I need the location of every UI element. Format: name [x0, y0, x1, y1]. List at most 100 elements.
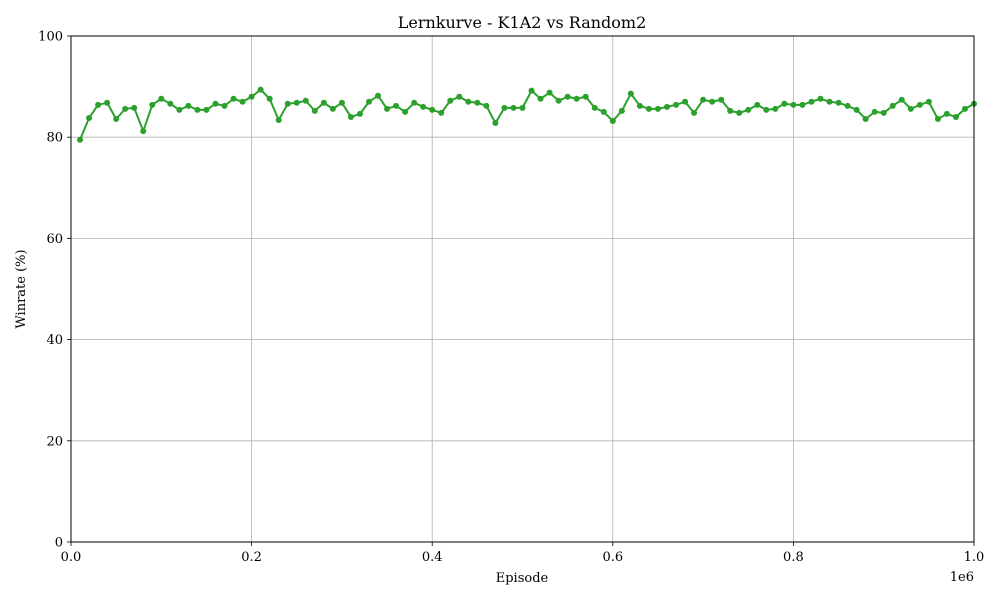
data-point — [546, 89, 553, 96]
data-point — [149, 101, 156, 108]
data-point — [185, 102, 192, 109]
data-point — [700, 96, 707, 103]
data-point — [799, 101, 806, 108]
data-point — [239, 98, 246, 105]
y-tick-label: 100 — [38, 30, 63, 45]
data-point — [709, 98, 716, 105]
data-point — [212, 100, 219, 107]
data-point — [654, 105, 661, 112]
data-point — [691, 109, 698, 116]
data-point — [817, 95, 824, 102]
data-point — [501, 104, 508, 111]
data-point — [311, 107, 318, 114]
data-point — [519, 104, 526, 111]
y-tick-label: 80 — [46, 131, 63, 146]
x-axis-label: Episode — [496, 571, 549, 586]
data-point — [943, 110, 950, 117]
data-point — [934, 115, 941, 122]
data-point — [113, 115, 120, 122]
data-point — [95, 101, 102, 108]
data-point — [167, 100, 174, 107]
data-point — [844, 102, 851, 109]
chart-title: Lernkurve - K1A2 vs Random2 — [398, 13, 647, 32]
data-point — [203, 106, 210, 113]
x-tick-label: 0.8 — [783, 550, 804, 565]
plot-frame — [70, 35, 975, 543]
x-tick-label: 1.0 — [964, 550, 985, 565]
data-point — [555, 97, 562, 104]
data-point — [754, 101, 761, 108]
data-point — [645, 105, 652, 112]
data-point — [266, 95, 273, 102]
series-line — [79, 88, 975, 141]
data-point — [573, 95, 580, 102]
data-point — [221, 102, 228, 109]
data-point — [727, 107, 734, 114]
series-layer — [77, 86, 977, 143]
data-point — [302, 97, 309, 104]
data-point — [673, 101, 680, 108]
data-point — [591, 104, 598, 111]
data-point — [365, 98, 372, 105]
data-point — [465, 98, 472, 105]
data-point — [474, 99, 481, 106]
data-point — [77, 136, 84, 143]
data-point — [952, 113, 959, 120]
data-point — [320, 99, 327, 106]
data-point — [564, 93, 571, 100]
data-point — [158, 95, 165, 102]
x-ticks: 0.0 0.2 0.4 0.6 0.8 1.0 — [61, 542, 985, 565]
data-point — [682, 98, 689, 105]
data-point — [411, 99, 418, 106]
data-point — [456, 93, 463, 100]
data-point — [438, 109, 445, 116]
y-ticks: 0 20 40 60 80 100 — [38, 30, 71, 551]
data-point — [808, 98, 815, 105]
data-point — [393, 102, 400, 109]
data-point — [600, 108, 607, 115]
data-point — [835, 99, 842, 106]
data-point — [447, 97, 454, 104]
data-point — [402, 108, 409, 115]
data-point — [347, 113, 354, 120]
y-tick-label: 60 — [46, 232, 63, 247]
data-point — [483, 102, 490, 109]
data-point — [528, 87, 535, 94]
data-point — [131, 104, 138, 111]
data-point — [104, 99, 111, 106]
data-point — [618, 107, 625, 114]
data-point — [781, 100, 788, 107]
x-tick-label: 0.2 — [241, 550, 262, 565]
data-point — [826, 98, 833, 105]
data-point — [745, 106, 752, 113]
data-point — [907, 105, 914, 112]
data-point — [510, 104, 517, 111]
data-point — [140, 128, 147, 135]
data-point — [275, 117, 282, 123]
x-axis-offset-label: 1e6 — [950, 570, 974, 585]
y-axis-label: Winrate (%) — [14, 249, 29, 328]
x-tick-label: 0.6 — [602, 550, 623, 565]
data-point — [925, 98, 932, 105]
data-point — [375, 92, 382, 99]
data-point — [356, 110, 363, 117]
data-point — [790, 101, 797, 108]
data-point — [420, 103, 427, 110]
y-tick-label: 20 — [46, 434, 63, 449]
data-point — [293, 99, 300, 106]
y-tick-label: 0 — [55, 536, 63, 551]
data-point — [663, 103, 670, 110]
data-point — [871, 108, 878, 115]
y-tick-label: 40 — [46, 333, 63, 348]
data-point — [384, 105, 391, 112]
data-point — [582, 93, 589, 100]
data-point — [961, 105, 968, 112]
data-point — [609, 118, 616, 125]
data-point — [86, 114, 93, 121]
data-point — [853, 106, 860, 113]
data-point — [537, 95, 544, 102]
data-point — [257, 86, 264, 93]
data-point — [176, 106, 183, 113]
data-point — [194, 106, 201, 113]
